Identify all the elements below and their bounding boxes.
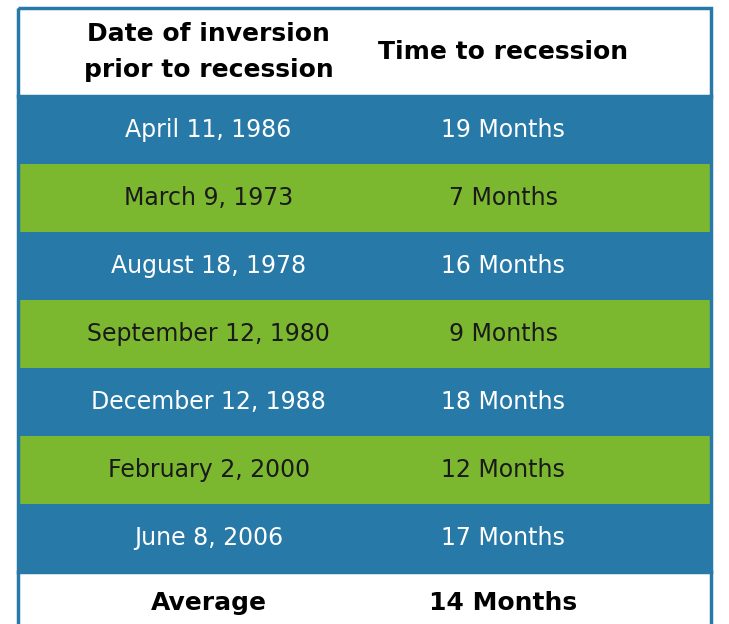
Text: September 12, 1980: September 12, 1980	[87, 322, 330, 346]
Text: 14 Months: 14 Months	[429, 591, 577, 615]
Text: 12 Months: 12 Months	[441, 458, 565, 482]
Bar	[18, 300, 711, 368]
Text: Date of inversion
prior to recession: Date of inversion prior to recession	[84, 22, 333, 82]
Text: February 2, 2000: February 2, 2000	[107, 458, 310, 482]
Text: Average: Average	[151, 591, 267, 615]
Bar	[18, 504, 711, 572]
Text: 19 Months: 19 Months	[441, 118, 565, 142]
Text: March 9, 1973: March 9, 1973	[124, 186, 293, 210]
Text: Time to recession: Time to recession	[378, 40, 628, 64]
Text: August 18, 1978: August 18, 1978	[111, 254, 306, 278]
Bar	[18, 232, 711, 300]
Text: 7 Months: 7 Months	[448, 186, 558, 210]
Text: December 12, 1988: December 12, 1988	[91, 390, 326, 414]
Bar	[18, 368, 711, 436]
Text: 9 Months: 9 Months	[448, 322, 558, 346]
Bar	[18, 164, 711, 232]
Text: 16 Months: 16 Months	[441, 254, 565, 278]
Bar	[18, 436, 711, 504]
Text: 17 Months: 17 Months	[441, 526, 565, 550]
Bar	[18, 96, 711, 164]
Text: 18 Months: 18 Months	[441, 390, 565, 414]
Text: April 11, 1986: April 11, 1986	[125, 118, 292, 142]
Text: June 8, 2006: June 8, 2006	[134, 526, 283, 550]
